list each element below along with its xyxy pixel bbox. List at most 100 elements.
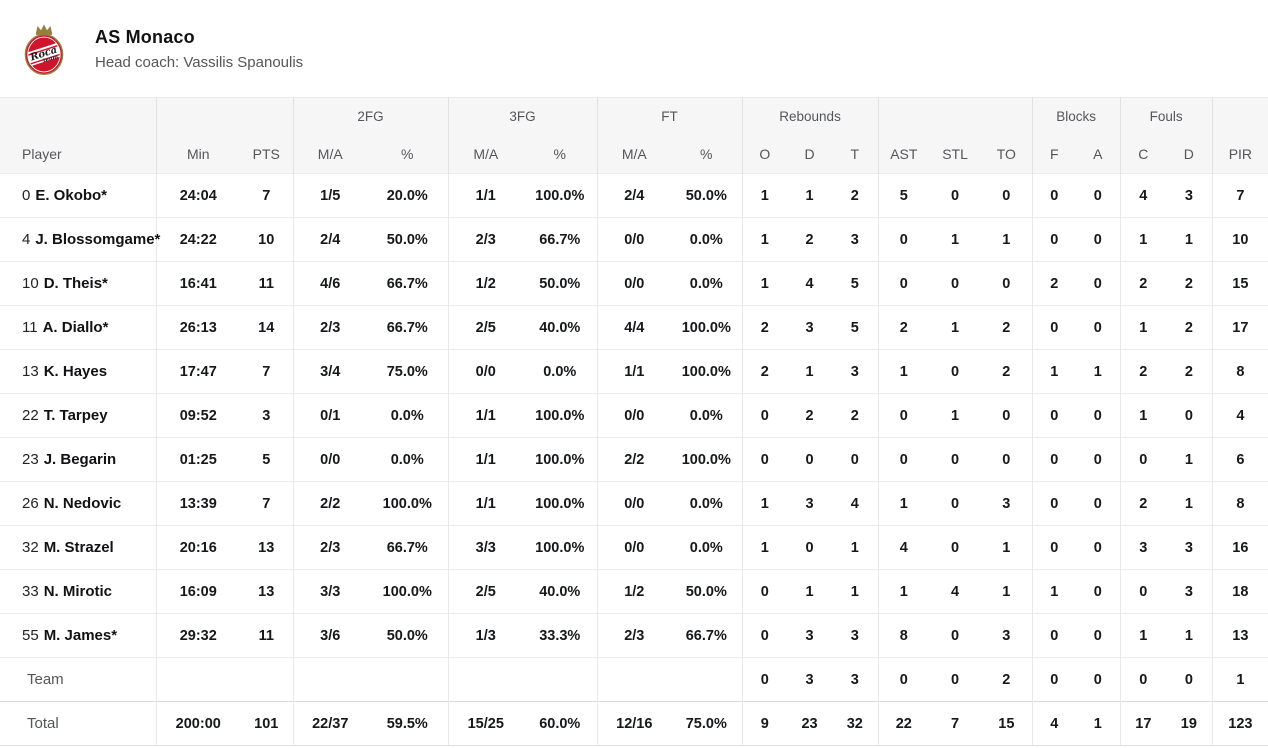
stat-stl: 0 [929, 437, 982, 482]
stat-reb-o: 0 [741, 437, 788, 482]
player-name[interactable]: T. Tarpey [43, 407, 108, 424]
player-cell[interactable]: 10 D. Theis* [0, 261, 156, 306]
stat-min: 16:09 [155, 569, 240, 614]
stat-block-a: 0 [1076, 525, 1121, 570]
player-cell[interactable]: 32 M. Strazel [0, 525, 156, 570]
col-header-2fg-ma: M/A [292, 135, 367, 174]
stat-ft-pct: 50.0% [671, 173, 743, 218]
stat-foul-d: 0 [1166, 393, 1213, 438]
stat-stl: 1 [929, 305, 982, 350]
stat-to: 1 [981, 569, 1033, 614]
col-header-to: TO [981, 135, 1033, 174]
table-row: 0 E. Okobo* 24:04 7 1/5 20.0% 1/1 100.0% … [0, 173, 1268, 218]
stats-tbody: 0 E. Okobo* 24:04 7 1/5 20.0% 1/1 100.0% … [0, 173, 1268, 746]
stat-ft-pct: 75.0% [671, 701, 743, 746]
player-cell[interactable]: 13 K. Hayes [0, 349, 156, 394]
player-cell[interactable]: 4 J. Blossomgame* [0, 217, 160, 262]
stat-3fg-pct: 100.0% [523, 393, 598, 438]
player-cell[interactable]: 33 N. Mirotic [0, 569, 156, 614]
player-cell[interactable]: 23 J. Begarin [0, 437, 156, 482]
stat-ft-ma: 0/0 [596, 393, 672, 438]
stat-2fg-pct: 50.0% [367, 613, 449, 658]
stat-ft-pct: 100.0% [671, 437, 743, 482]
stat-to: 3 [981, 613, 1033, 658]
player-number: 55 [22, 627, 39, 644]
stat-reb-t: 1 [832, 569, 879, 614]
stat-to: 2 [981, 349, 1033, 394]
stat-reb-t: 3 [832, 657, 879, 702]
stat-foul-c: 2 [1119, 261, 1167, 306]
stat-pir: 4 [1211, 393, 1268, 438]
stat-3fg-ma [447, 657, 524, 702]
stat-reb-d: 2 [787, 393, 833, 438]
stat-ft-ma: 0/0 [596, 261, 672, 306]
player-name[interactable]: N. Mirotic [43, 583, 113, 600]
stat-foul-c: 4 [1119, 173, 1167, 218]
stat-to: 1 [981, 217, 1033, 262]
group-spacer-ast-stl-to [877, 97, 1033, 136]
stat-foul-c: 1 [1119, 613, 1167, 658]
col-header-reb-d: D [787, 135, 833, 174]
stat-pts: 13 [240, 569, 293, 614]
player-name[interactable]: N. Nedovic [43, 495, 122, 512]
stat-2fg-pct: 66.7% [367, 525, 449, 570]
player-cell[interactable]: 26 N. Nedovic [0, 481, 156, 526]
stat-reb-t: 32 [832, 701, 879, 746]
stat-ast: 4 [877, 525, 930, 570]
stat-2fg-pct: 0.0% [367, 437, 449, 482]
player-cell[interactable]: 11 A. Diallo* [0, 305, 156, 350]
player-name[interactable]: K. Hayes [43, 363, 108, 380]
stat-reb-o: 0 [741, 613, 788, 658]
stat-reb-o: 1 [741, 525, 788, 570]
stat-block-a: 0 [1076, 217, 1121, 262]
stat-pts: 11 [240, 613, 293, 658]
stat-ft-pct [671, 657, 743, 702]
player-name[interactable]: D. Theis* [43, 275, 108, 292]
player-cell[interactable]: 55 M. James* [0, 613, 156, 658]
stat-block-f: 2 [1031, 261, 1077, 306]
stat-pts: 5 [240, 437, 293, 482]
player-name[interactable]: E. Okobo* [35, 187, 108, 204]
box-score-table: 2FG 3FG FT Rebounds Blocks Fouls Player … [0, 97, 1268, 746]
stat-ft-ma: 2/4 [596, 173, 672, 218]
stat-foul-d: 2 [1166, 349, 1213, 394]
stat-ft-pct: 0.0% [671, 261, 743, 306]
stat-2fg-pct: 100.0% [367, 569, 449, 614]
stat-to: 3 [981, 481, 1033, 526]
stat-3fg-ma: 1/1 [447, 481, 524, 526]
stat-ast: 5 [877, 173, 930, 218]
player-number: 0 [22, 187, 31, 204]
col-header-stl: STL [929, 135, 982, 174]
table-row: 22 T. Tarpey 09:52 3 0/1 0.0% 1/1 100.0% … [0, 393, 1268, 438]
group-spacer-min-pts [155, 97, 293, 136]
player-name[interactable]: M. James* [43, 627, 118, 644]
stat-reb-d: 4 [787, 261, 833, 306]
stat-ast: 22 [877, 701, 930, 746]
player-cell[interactable]: 0 E. Okobo* [0, 173, 156, 218]
player-name[interactable]: J. Begarin [43, 451, 117, 468]
stat-block-f: 0 [1031, 481, 1077, 526]
player-name[interactable]: J. Blossomgame* [35, 231, 161, 248]
table-row: 33 N. Mirotic 16:09 13 3/3 100.0% 2/5 40.… [0, 569, 1268, 614]
player-cell[interactable]: 22 T. Tarpey [0, 393, 156, 438]
stat-to: 2 [981, 305, 1033, 350]
stat-2fg-ma: 3/6 [292, 613, 367, 658]
col-header-reb-t: T [832, 135, 879, 174]
player-name[interactable]: A. Diallo* [42, 319, 109, 336]
stat-block-f: 1 [1031, 349, 1077, 394]
stat-foul-d: 2 [1166, 305, 1213, 350]
col-header-min: Min [155, 135, 240, 174]
stat-reb-t: 2 [832, 393, 879, 438]
stat-reb-o: 0 [741, 393, 788, 438]
stat-ft-ma: 1/1 [596, 349, 672, 394]
stat-reb-d: 0 [787, 525, 833, 570]
stat-block-f: 1 [1031, 569, 1077, 614]
team-header: Roca team AS Monaco Head coach: Vassilis… [0, 0, 1268, 97]
stat-foul-d: 19 [1166, 701, 1213, 746]
stat-stl: 0 [929, 657, 982, 702]
stat-3fg-pct [523, 657, 598, 702]
player-name[interactable]: M. Strazel [43, 539, 114, 556]
stat-block-f: 0 [1031, 393, 1077, 438]
player-number: 10 [22, 275, 39, 292]
stat-ft-pct: 66.7% [671, 613, 743, 658]
